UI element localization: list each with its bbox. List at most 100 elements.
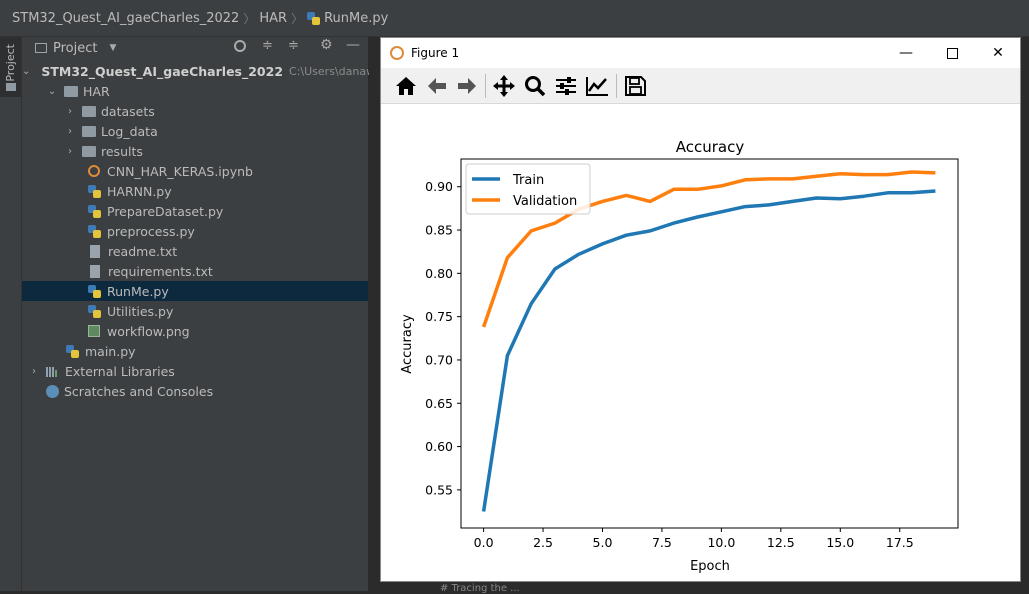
project-panel-header: Project ▼ ≑ ≑ ⚙ — [22,37,368,59]
collapse-all-icon[interactable]: ≑ [288,38,299,53]
plot-area [460,158,959,529]
breadcrumb-project[interactable]: STM32_Quest_AI_gaeCharles_2022 [12,10,240,26]
chevron-down-icon[interactable]: ⌄ [47,85,57,97]
chevron-right-icon[interactable]: › [68,105,72,117]
tool-window-stripe [0,37,22,591]
legend-label: Validation [513,194,577,209]
gear-icon[interactable]: ⚙ [320,37,333,53]
breadcrumb-separator: 〉 [291,11,304,26]
breadcrumb-folder[interactable]: HAR [259,10,288,26]
folder-icon [6,83,16,91]
configure-subplots-icon[interactable] [553,74,579,98]
maximize-button[interactable] [929,38,975,68]
tree-item-file[interactable]: CNN_HAR_KERAS.ipynb [22,161,368,181]
tree-item-label: Utilities.py [107,303,174,319]
folder-icon [82,145,96,157]
python-file-icon [88,304,101,318]
figure-window: Figure 1 — ✕ Accura [380,37,1021,582]
tree-item-file[interactable]: HARNN.py [22,181,368,201]
chevron-down-icon[interactable]: ⌄ [22,65,31,77]
y-tick-label: 0.65 [425,396,453,411]
legend-label: Train [512,173,544,188]
chart-series [481,170,936,512]
locate-icon[interactable] [234,40,246,52]
expand-all-icon[interactable]: ≑ [262,38,273,53]
figure-titlebar[interactable]: Figure 1 — ✕ [381,38,1020,68]
save-icon[interactable] [622,74,648,98]
toolbar-separator [485,74,486,98]
tree-item-file[interactable]: requirements.txt [22,261,368,281]
text-file-icon [90,244,100,258]
x-tick-label: 17.5 [886,535,914,550]
edit-axis-icon[interactable] [584,74,610,98]
tree-item-project-root[interactable]: ⌄ STM32_Quest_AI_gaeCharles_2022 C:\User… [22,61,382,81]
accuracy-chart[interactable]: Accuracy Epoch Accuracy 0.0 2.5 5.0 7.5 10.0… [381,104,1020,581]
tree-item-label: preprocess.py [107,223,195,239]
tree-item-external-libraries[interactable]: › External Libraries [22,361,368,381]
tree-item-file-selected[interactable]: RunMe.py [22,281,368,301]
tree-item-label: External Libraries [65,363,175,379]
folder-icon [82,125,96,137]
python-file-icon [88,204,101,218]
chevron-right-icon[interactable]: › [32,365,36,377]
tree-item-label: PrepareDataset.py [107,203,224,219]
notebook-icon [88,165,100,177]
y-tick-label: 0.55 [425,482,453,497]
tree-item-folder[interactable]: ⌄ HAR [22,81,368,101]
tree-item-file[interactable]: main.py [22,341,368,361]
tree-item-folder[interactable]: › results [22,141,368,161]
project-panel: Project ▼ ≑ ≑ ⚙ — ⌄ STM32_Quest_AI_gaeCh… [22,37,382,591]
y-tick-label: 0.85 [425,223,453,238]
tree-item-label: Log_data [101,123,158,139]
pan-icon[interactable] [491,74,517,98]
python-file-icon [88,224,101,238]
tree-item-path: C:\Users\danawa [289,64,382,78]
x-tick-label: 5.0 [593,535,613,550]
tree-item-label: Scratches and Consoles [64,383,214,399]
tree-item-label: STM32_Quest_AI_gaeCharles_2022 [41,63,284,79]
y-tick-label: 0.90 [425,179,453,194]
tree-item-label: readme.txt [108,243,178,259]
breadcrumb-file-label: RunMe.py [324,10,389,26]
tree-item-label: main.py [85,343,136,359]
tree-item-scratches[interactable]: Scratches and Consoles [22,381,368,401]
forward-icon[interactable] [454,74,480,98]
x-axis-ticks: 0.0 2.5 5.0 7.5 10.0 12.5 15.0 17.5 [474,528,914,550]
project-tool-window-button[interactable] [0,37,21,97]
folder-icon [82,105,96,117]
minimize-button[interactable]: — [899,45,913,61]
x-tick-label: 7.5 [652,535,672,550]
tree-item-folder[interactable]: › datasets [22,101,368,121]
text-file-icon [90,264,100,278]
project-stripe-label: Project [4,44,17,82]
tree-item-file[interactable]: Utilities.py [22,301,368,321]
chart-title: Accuracy [676,138,745,156]
tree-item-file[interactable]: readme.txt [22,241,368,261]
library-icon [46,365,60,377]
chevron-right-icon[interactable]: › [68,125,72,137]
minimize-panel-icon[interactable]: — [346,37,360,53]
matplotlib-logo-icon [390,46,404,60]
tree-item-file[interactable]: workflow.png [22,321,368,341]
back-icon[interactable] [424,74,450,98]
chart-legend: Train Validation [465,163,591,215]
python-file-icon [88,184,101,198]
close-button[interactable]: ✕ [992,45,1004,61]
figure-title: Figure 1 [411,46,460,60]
y-axis-label: Accuracy [400,314,415,374]
zoom-icon[interactable] [522,74,548,98]
tree-item-file[interactable]: preprocess.py [22,221,368,241]
chevron-right-icon[interactable]: › [68,145,72,157]
tree-item-file[interactable]: PrepareDataset.py [22,201,368,221]
chevron-down-icon[interactable]: ▼ [109,43,117,53]
home-icon[interactable] [393,74,419,98]
x-tick-label: 10.0 [707,535,735,550]
toolbar-separator [616,74,617,98]
folder-icon [64,85,78,97]
tree-item-label: datasets [101,103,155,119]
series-line-validation [481,170,936,328]
project-view-title[interactable]: Project [53,40,98,56]
y-axis-ticks: 0.55 0.60 0.65 0.70 0.75 0.80 0.85 0.90 [425,179,461,497]
breadcrumb-file[interactable]: RunMe.py [307,11,388,26]
tree-item-folder[interactable]: › Log_data [22,121,368,141]
